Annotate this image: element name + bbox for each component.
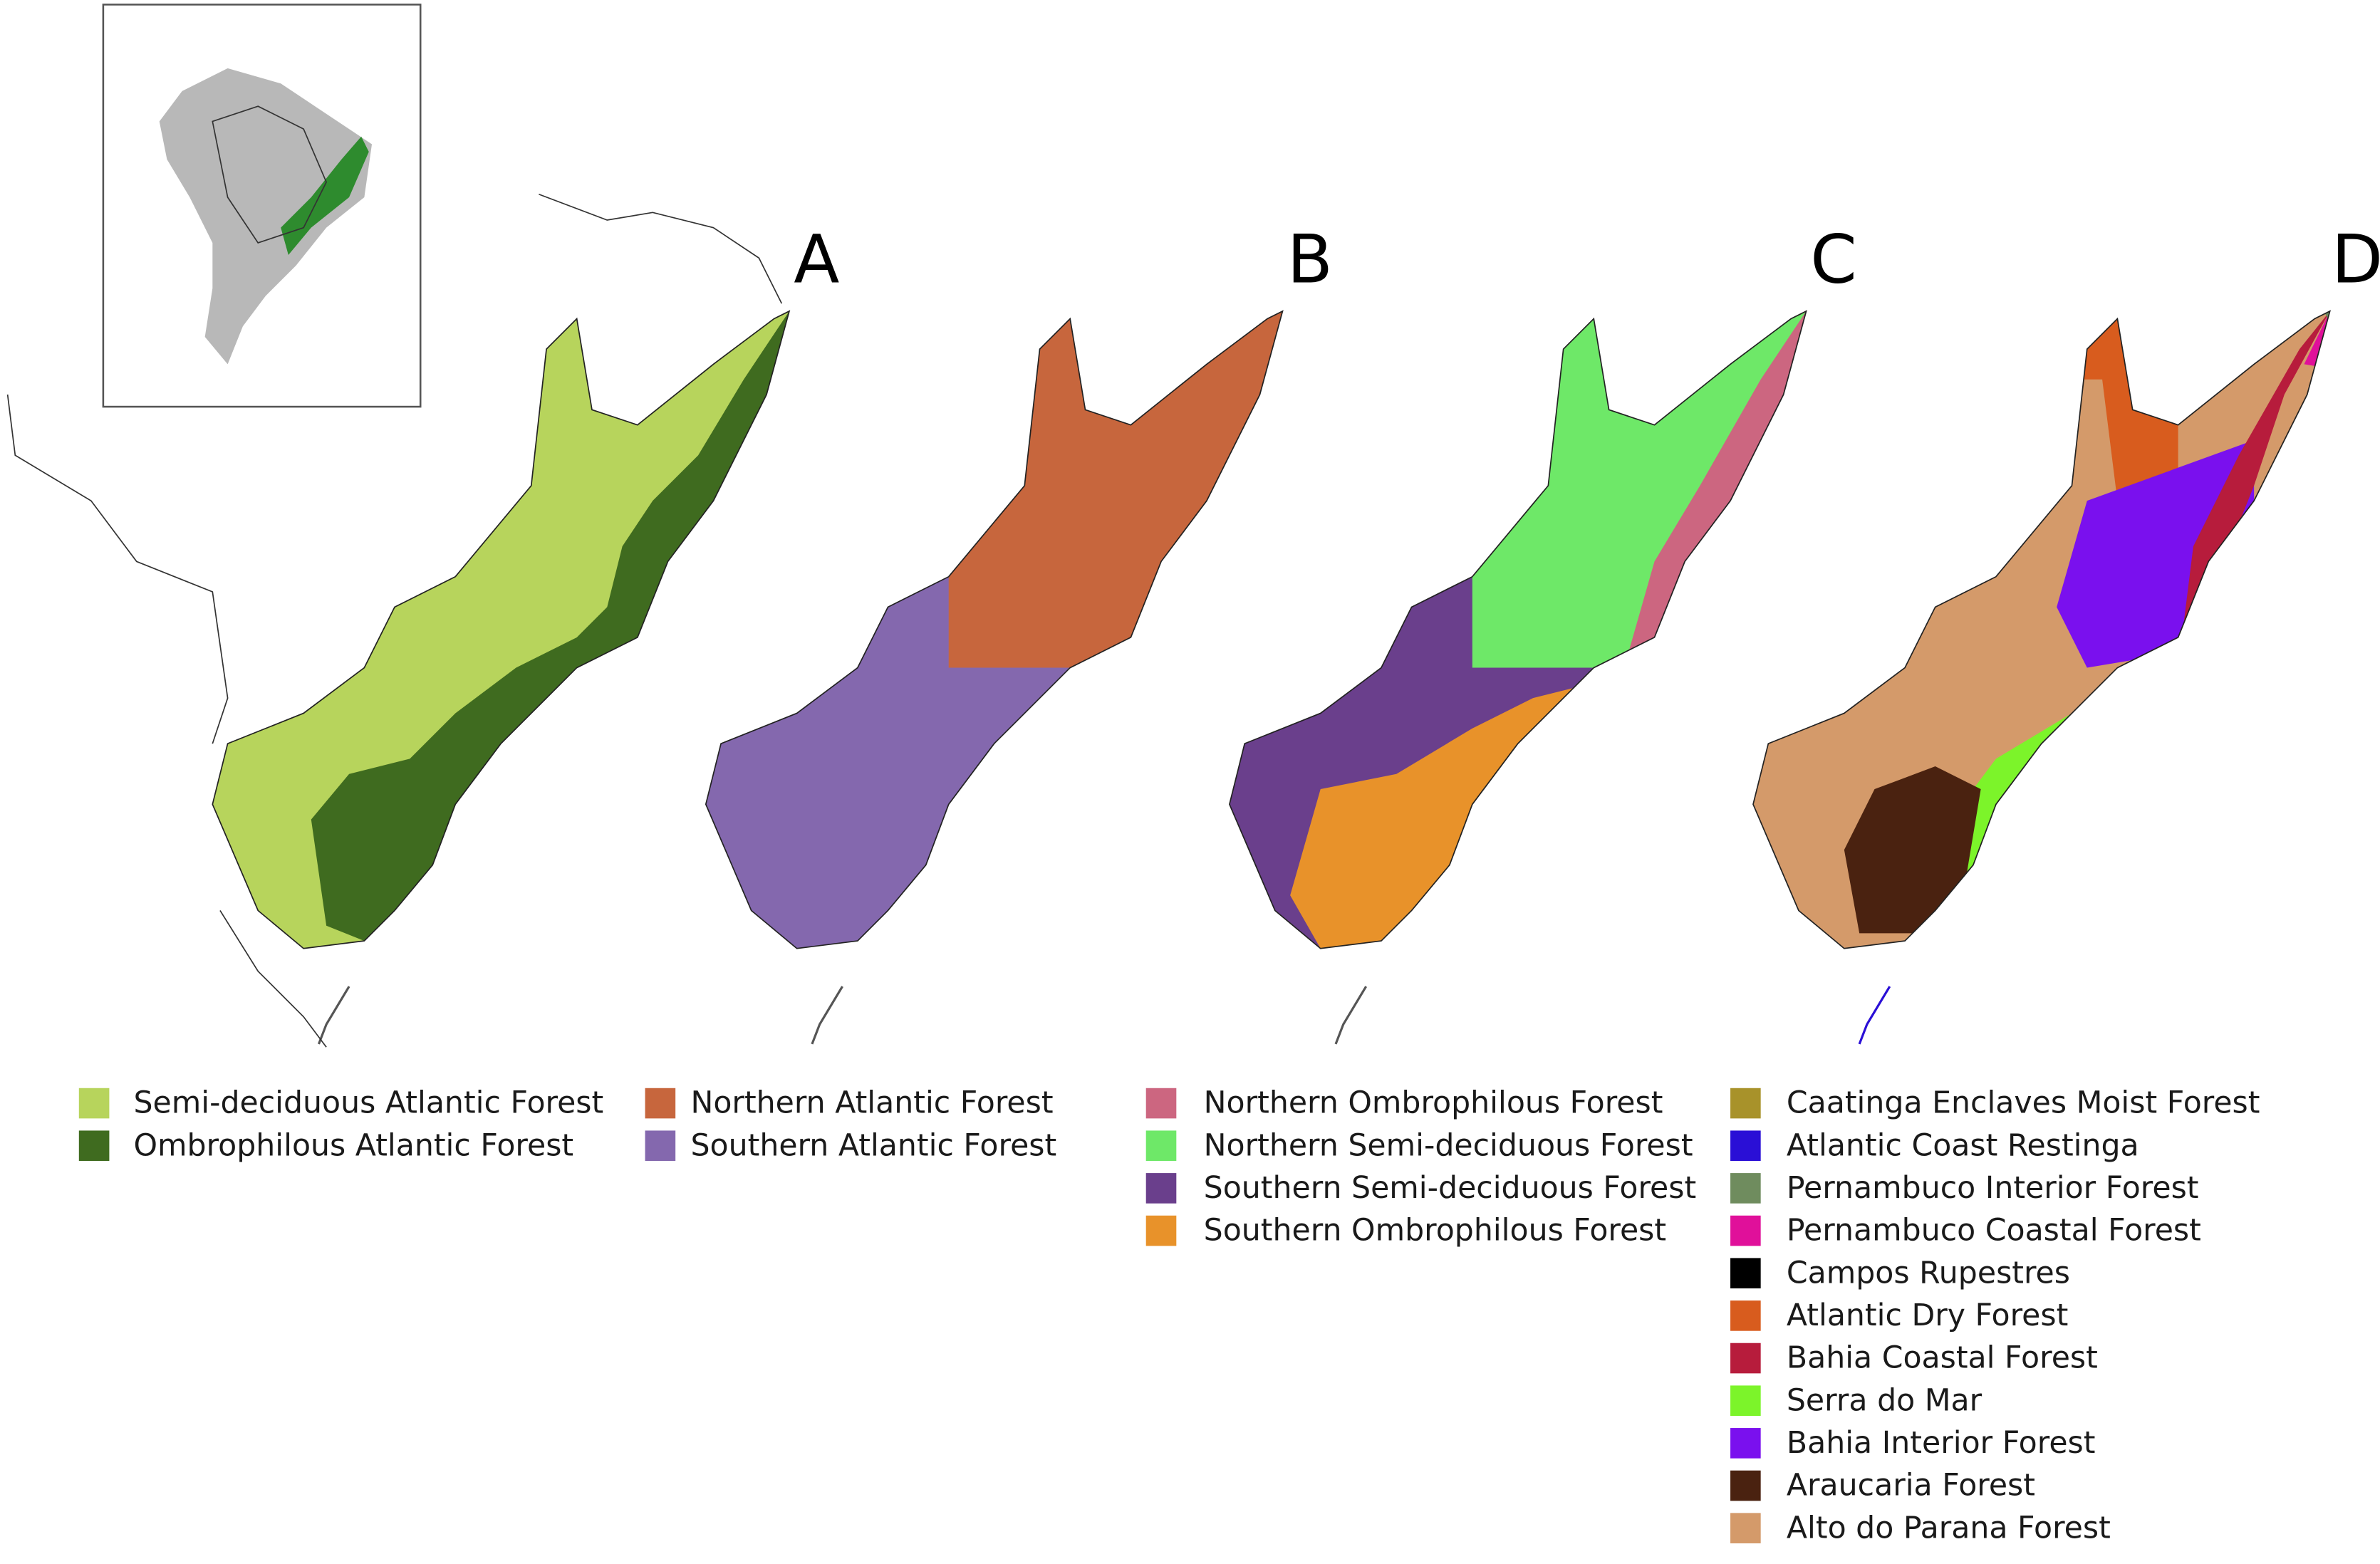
regions	[1229, 311, 1807, 949]
south-america	[159, 68, 373, 365]
legend-swatch	[645, 1130, 676, 1162]
map-panel: C	[1229, 221, 1857, 1045]
legend-label: Araucaria Forest	[1787, 1468, 2035, 1503]
legend-swatch	[1730, 1258, 1761, 1289]
forest-region	[1290, 667, 1655, 949]
legend-swatch	[1730, 1428, 1761, 1459]
forest-region	[1844, 766, 1981, 934]
legend-swatch	[1730, 1173, 1761, 1204]
legend-swatch	[1730, 1470, 1761, 1501]
legend-swatch	[1145, 1215, 1177, 1246]
legend-label: Atlantic Dry Forest	[1787, 1298, 2068, 1333]
legend-label: Southern Semi-deciduous Forest	[1204, 1170, 1697, 1206]
forest-region	[2084, 710, 2111, 738]
forest-region	[1753, 311, 2330, 949]
maps: A B C D	[6, 193, 2380, 1048]
legend-swatch	[1730, 1088, 1761, 1119]
legends: Semi-deciduous Atlantic Forest Ombrophilo…	[78, 1085, 2260, 1545]
forest-outline	[705, 310, 1284, 949]
panel-label: C	[1810, 221, 1856, 298]
legend-label: Ombrophilous Atlantic Forest	[134, 1127, 574, 1163]
legend-swatch	[1145, 1088, 1177, 1119]
legend-swatch	[1730, 1385, 1761, 1417]
country-border	[219, 910, 327, 1048]
map-panel: A	[212, 221, 839, 1045]
forest-region	[1472, 311, 1807, 668]
legend-label: Northern Ombrophilous Forest	[1204, 1085, 1663, 1121]
coast-line	[811, 986, 843, 1045]
forest-outline	[1752, 310, 2332, 949]
legend-swatch	[645, 1088, 676, 1119]
legend-label: Campos Rupestres	[1787, 1255, 2070, 1291]
legend-label: Southern Atlantic Forest	[690, 1127, 1056, 1163]
country-border	[539, 193, 783, 304]
coast-line	[1858, 986, 1891, 1045]
country-border	[6, 394, 229, 744]
legend-label: Alto do Parana Forest	[1787, 1510, 2111, 1545]
atlantic-forest-inset	[281, 136, 369, 255]
forest-outline	[1229, 310, 1807, 949]
legend-label: Pernambuco Coastal Forest	[1787, 1213, 2201, 1248]
panel-label: A	[794, 221, 839, 298]
legend-label: Atlantic Coast Restinga	[1787, 1127, 2139, 1163]
legend-swatch	[1145, 1173, 1177, 1204]
legend-swatch	[1730, 1215, 1761, 1246]
legend-swatch	[1730, 1513, 1761, 1543]
legend-label: Semi-deciduous Atlantic Forest	[134, 1085, 604, 1121]
forest-region	[948, 311, 1283, 668]
regions	[212, 311, 789, 949]
legend-label: Southern Ombrophilous Forest	[1204, 1213, 1666, 1248]
legend-label: Caatinga Enclaves Moist Forest	[1787, 1085, 2260, 1121]
legend-label: Northern Atlantic Forest	[690, 1085, 1053, 1121]
panel-label: D	[2332, 221, 2380, 298]
legend-label: Pernambuco Interior Forest	[1787, 1170, 2199, 1206]
map-panel: B	[705, 221, 1333, 1045]
coast-line	[317, 986, 350, 1045]
regions	[705, 311, 1283, 949]
legend-label: Bahia Interior Forest	[1787, 1425, 2096, 1461]
coast-line	[1334, 986, 1368, 1045]
forest-region	[311, 311, 789, 942]
legend-swatch	[1730, 1343, 1761, 1374]
brazil-border	[212, 105, 328, 244]
legend-swatch	[78, 1088, 110, 1119]
legend-label: Serra do Mar	[1787, 1382, 1983, 1418]
legend-label: Bahia Coastal Forest	[1787, 1340, 2098, 1376]
forest-region	[1623, 311, 1807, 668]
forest-outline	[212, 310, 791, 949]
legend-swatch	[1730, 1300, 1761, 1331]
legend-swatch	[78, 1130, 110, 1162]
panel-label: B	[1287, 221, 1333, 298]
legend-swatch	[1730, 1130, 1761, 1162]
inset-map	[102, 4, 422, 408]
legend-swatch	[1145, 1130, 1177, 1162]
legend-label: Northern Semi-deciduous Forest	[1204, 1127, 1693, 1163]
